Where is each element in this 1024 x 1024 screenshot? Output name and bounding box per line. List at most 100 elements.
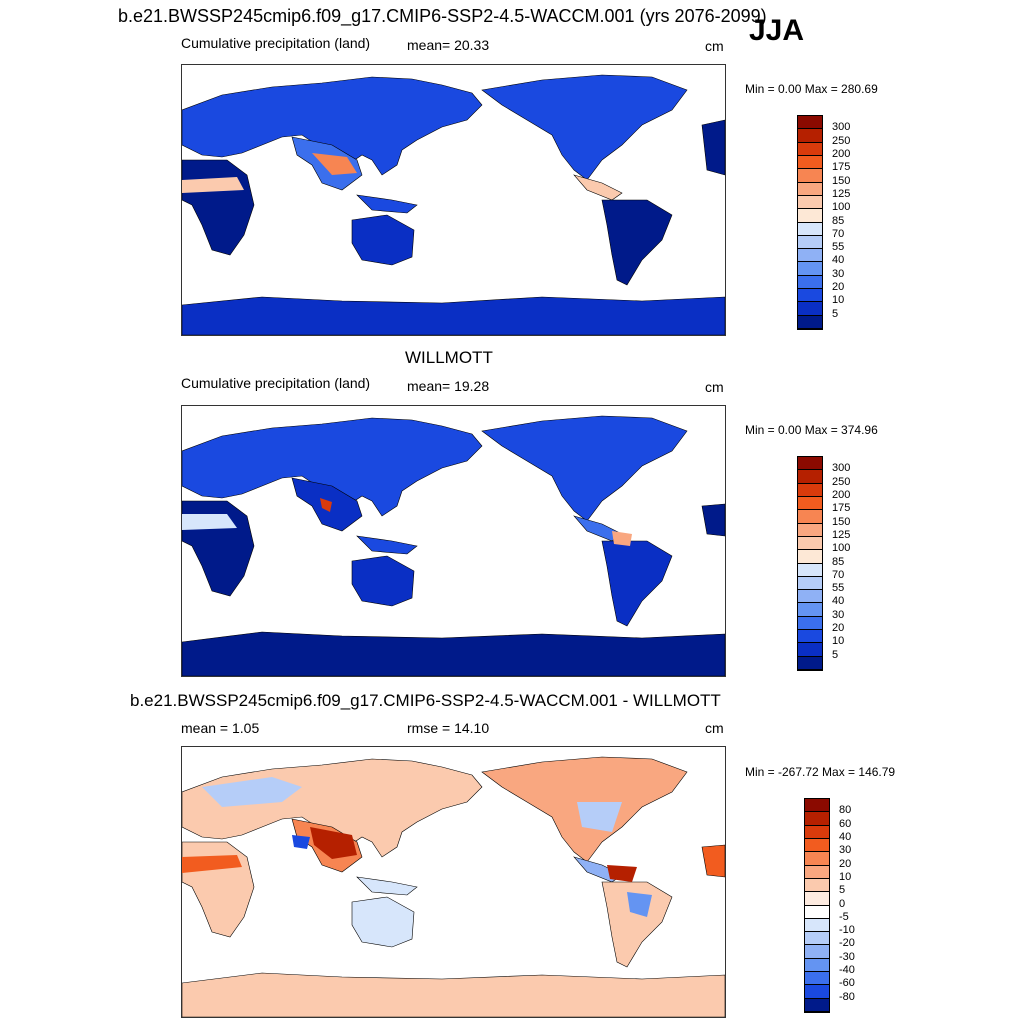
- land-eurasia: [182, 417, 483, 517]
- colorbar-cell: [798, 523, 822, 537]
- land-siberia-dry: [202, 777, 302, 807]
- land-east-us-dry: [577, 802, 622, 832]
- colorbar-tick-label: 30: [832, 608, 845, 621]
- colorbar-tick-label: 125: [832, 187, 851, 200]
- land-china-wet: [312, 153, 357, 175]
- colorbar-cell: [805, 932, 829, 946]
- colorbar-tick-label: 85: [832, 214, 845, 227]
- land-africa-sahel: [182, 855, 242, 873]
- panel-2-minmax-label: Min = 0.00 Max = 374.96: [745, 423, 878, 437]
- colorbar-cell: [798, 195, 822, 210]
- colorbar-tick-label: 10: [832, 294, 845, 307]
- colorbar-cell: [805, 918, 829, 933]
- colorbar-cell: [798, 289, 822, 303]
- colorbar-cell: [805, 892, 829, 906]
- colorbar-tick-label: 55: [832, 241, 845, 254]
- land-china-wet: [310, 827, 357, 859]
- colorbar-cell: [798, 457, 822, 471]
- colorbar-tick-label: -80: [839, 990, 855, 1003]
- colorbar-tick-label: 40: [832, 595, 845, 608]
- colorbar-cell: [798, 155, 822, 170]
- land-indonesia: [356, 194, 418, 214]
- colorbar-cell: [798, 563, 822, 577]
- colorbar-tick-label: 40: [832, 254, 845, 267]
- colorbar-cell: [798, 576, 822, 591]
- land-africa-sahel: [182, 514, 237, 530]
- land-venezuela-wet: [607, 865, 637, 882]
- colorbar-cell: [805, 972, 829, 986]
- panel-1-variable-label: Cumulative precipitation (land): [181, 35, 371, 51]
- colorbar-cell: [798, 656, 822, 670]
- colorbar-tick-label: 70: [832, 227, 845, 240]
- panel-3-mean-label: mean = 1.05: [181, 720, 260, 736]
- colorbar-tick-label: 150: [832, 174, 851, 187]
- land-south-america: [601, 199, 673, 286]
- land-myanmar-wet: [320, 498, 332, 512]
- colorbar-cell: [798, 275, 822, 290]
- land-indonesia: [356, 876, 418, 896]
- colorbar-cell: [805, 878, 829, 893]
- colorbar-tick-label: 125: [832, 528, 851, 541]
- colorbar-tick-label: 40: [839, 830, 852, 843]
- land-greenland-edge: [701, 844, 725, 878]
- colorbar-tick-label: -5: [839, 910, 849, 923]
- colorbar-tick-label: 250: [832, 475, 851, 488]
- land-africa-sahel: [182, 177, 244, 193]
- colorbar-cell: [798, 129, 822, 143]
- land-north-america: [481, 415, 688, 522]
- panel-3-map: [181, 746, 726, 1018]
- land-amazon-wet: [612, 531, 632, 546]
- colorbar-tick-label: 60: [839, 817, 852, 830]
- colorbar-tick-label: 0: [839, 897, 846, 910]
- land-eurasia: [182, 76, 483, 176]
- land-australia: [351, 555, 415, 607]
- land-australia: [351, 896, 415, 948]
- colorbar-tick-label: -30: [839, 950, 855, 963]
- colorbar-cell: [805, 958, 829, 973]
- colorbar-cell: [805, 838, 829, 853]
- land-brazil-dry: [627, 892, 652, 917]
- colorbar-cell: [805, 998, 829, 1012]
- colorbar-cell: [798, 235, 822, 250]
- colorbar-cell: [798, 483, 822, 497]
- panel-1-map: [181, 64, 726, 336]
- panel-2-map: [181, 405, 726, 677]
- colorbar-tick-label: 20: [839, 857, 852, 870]
- panel-3-colorbar: [804, 798, 830, 1013]
- panel-2-colorbar: [797, 456, 823, 671]
- colorbar-tick-label: 175: [832, 502, 851, 515]
- colorbar-tick-label: 5: [839, 884, 846, 897]
- colorbar-tick-label: 150: [832, 515, 851, 528]
- colorbar-tick-label: 10: [832, 635, 845, 648]
- colorbar-cell: [798, 603, 822, 617]
- colorbar-cell: [798, 142, 822, 156]
- land-antarctica: [182, 631, 725, 676]
- colorbar-tick-label: 300: [832, 121, 851, 134]
- colorbar-tick-label: 5: [832, 307, 839, 320]
- panel-1-units-label: cm: [705, 38, 724, 54]
- season-label: JJA: [749, 14, 805, 47]
- colorbar-cell: [798, 315, 822, 329]
- panel-1-minmax-label: Min = 0.00 Max = 280.69: [745, 82, 878, 96]
- colorbar-cell: [798, 209, 822, 223]
- colorbar-tick-label: 80: [839, 804, 852, 817]
- colorbar-cell: [798, 470, 822, 484]
- colorbar-tick-label: 175: [832, 161, 851, 174]
- colorbar-tick-label: 30: [839, 844, 852, 857]
- colorbar-tick-label: -20: [839, 937, 855, 950]
- colorbar-cell: [798, 536, 822, 551]
- panel-1-colorbar: [797, 115, 823, 330]
- panel-1-mean-label: mean= 20.33: [407, 37, 490, 53]
- colorbar-tick-label: 100: [832, 201, 851, 214]
- colorbar-cell: [798, 169, 822, 183]
- colorbar-cell: [798, 249, 822, 263]
- colorbar-tick-label: 100: [832, 542, 851, 555]
- panel-2-units-label: cm: [705, 379, 724, 395]
- land-greenland-edge: [701, 119, 725, 176]
- colorbar-cell: [798, 182, 822, 196]
- panel-3-title: b.e21.BWSSP245cmip6.f09_g17.CMIP6-SSP2-4…: [130, 691, 721, 710]
- land-north-america: [481, 74, 688, 181]
- colorbar-cell: [805, 945, 829, 959]
- land-antarctica: [182, 296, 725, 335]
- colorbar-cell: [805, 799, 829, 813]
